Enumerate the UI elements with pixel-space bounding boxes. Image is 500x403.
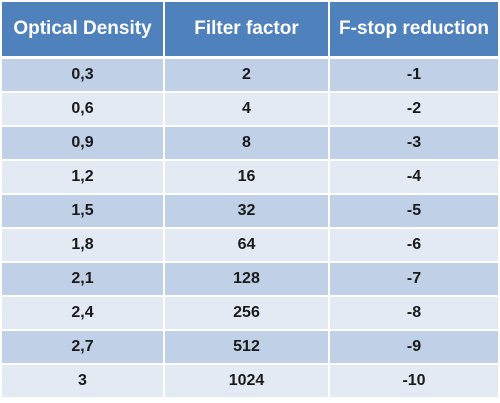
cell-optical-density: 2,1 <box>2 262 165 297</box>
density-table: Optical Density Filter factor F-stop red… <box>2 2 498 399</box>
cell-optical-density: 1,8 <box>2 228 165 263</box>
cell-optical-density: 0,3 <box>2 57 165 93</box>
cell-optical-density: 2,7 <box>2 330 165 365</box>
cell-filter-factor: 128 <box>164 262 330 297</box>
cell-optical-density: 0,9 <box>2 126 165 161</box>
cell-f-stop-reduction: -10 <box>329 364 498 399</box>
cell-f-stop-reduction: -1 <box>329 57 498 93</box>
cell-optical-density: 1,5 <box>2 194 165 229</box>
cell-filter-factor: 2 <box>164 57 330 93</box>
cell-filter-factor: 8 <box>164 126 330 161</box>
table-header: Optical Density Filter factor F-stop red… <box>2 2 498 59</box>
table-row: 0,6 4 -2 <box>2 92 498 127</box>
cell-f-stop-reduction: -4 <box>329 160 498 195</box>
header-filter-factor: Filter factor <box>164 2 330 59</box>
cell-f-stop-reduction: -5 <box>329 194 498 229</box>
cell-f-stop-reduction: -8 <box>329 296 498 331</box>
cell-f-stop-reduction: -6 <box>329 228 498 263</box>
table-row: 2,4 256 -8 <box>2 296 498 331</box>
cell-filter-factor: 4 <box>164 92 330 127</box>
table-body: 0,3 2 -1 0,6 4 -2 0,9 8 -3 1,2 16 -4 1,5 <box>2 57 498 399</box>
table-row: 2,1 128 -7 <box>2 262 498 297</box>
cell-optical-density: 1,2 <box>2 160 165 195</box>
header-f-stop-reduction: F-stop reduction <box>329 2 498 59</box>
cell-filter-factor: 64 <box>164 228 330 263</box>
cell-filter-factor: 32 <box>164 194 330 229</box>
cell-filter-factor: 1024 <box>164 364 330 399</box>
cell-f-stop-reduction: -9 <box>329 330 498 365</box>
cell-optical-density: 0,6 <box>2 92 165 127</box>
table-row: 1,2 16 -4 <box>2 160 498 195</box>
cell-f-stop-reduction: -3 <box>329 126 498 161</box>
table-row: 3 1024 -10 <box>2 364 498 399</box>
table-row: 2,7 512 -9 <box>2 330 498 365</box>
cell-filter-factor: 256 <box>164 296 330 331</box>
header-row: Optical Density Filter factor F-stop red… <box>2 2 498 59</box>
cell-optical-density: 2,4 <box>2 296 165 331</box>
cell-f-stop-reduction: -2 <box>329 92 498 127</box>
cell-filter-factor: 16 <box>164 160 330 195</box>
table-row: 0,3 2 -1 <box>2 57 498 93</box>
table-row: 0,9 8 -3 <box>2 126 498 161</box>
header-optical-density: Optical Density <box>2 2 165 59</box>
density-table-container: Optical Density Filter factor F-stop red… <box>2 2 498 400</box>
table-row: 1,5 32 -5 <box>2 194 498 229</box>
cell-filter-factor: 512 <box>164 330 330 365</box>
cell-optical-density: 3 <box>2 364 165 399</box>
cell-f-stop-reduction: -7 <box>329 262 498 297</box>
table-row: 1,8 64 -6 <box>2 228 498 263</box>
